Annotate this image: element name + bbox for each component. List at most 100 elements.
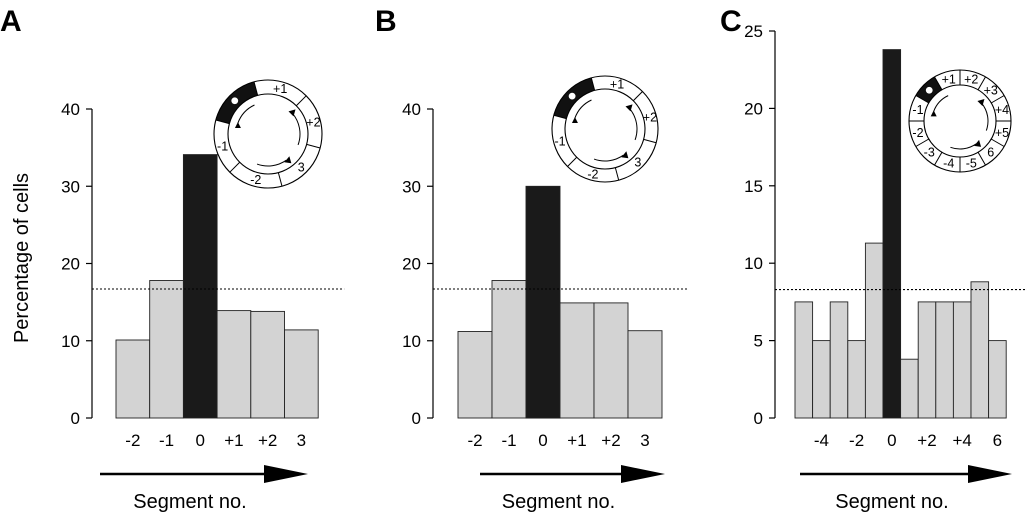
segment-label: -1 <box>912 103 923 117</box>
ring-divider <box>977 76 986 91</box>
bar-+3 <box>935 301 954 419</box>
bar-+1 <box>559 302 595 419</box>
direction-arrow-head <box>264 465 308 483</box>
rotation-arrow-left <box>933 95 949 112</box>
ring-divider <box>632 91 643 102</box>
bar-+5 <box>970 281 990 419</box>
rotation-arrow-right <box>981 102 989 131</box>
y-tick-label: 30 <box>61 177 80 196</box>
cell-dot-icon <box>925 86 933 94</box>
x-tick-label: 0 <box>196 431 205 450</box>
y-tick-label: 5 <box>754 332 763 351</box>
panel-b: B 0 10 20 30 40 -2 -1 0 +1 +2 3 Segment no. +1 +2 3 -2 -1 <box>375 5 688 513</box>
y-tick-label: 30 <box>402 177 421 196</box>
arrowhead-icon <box>288 109 296 117</box>
x-tick-label: 3 <box>640 431 649 450</box>
segment-label: +2 <box>306 115 320 129</box>
bar--2 <box>847 340 866 419</box>
y-tick-label: 0 <box>412 409 421 428</box>
segment-label: 6 <box>987 145 994 159</box>
y-tick-label: 10 <box>61 332 80 351</box>
y-tick-label: 10 <box>744 254 763 273</box>
segment-label: 3 <box>298 161 305 175</box>
y-tick-label: 15 <box>744 177 763 196</box>
ring-inner <box>564 88 646 170</box>
ring-divider <box>277 172 283 187</box>
segment-ring-inset: +1 +2 3 -2 -1 <box>213 79 323 189</box>
bar-+1 <box>900 358 919 419</box>
x-tick-label: -2 <box>467 431 482 450</box>
bar-+2 <box>593 302 629 419</box>
ring-inner <box>227 93 309 175</box>
segment-label: +5 <box>995 126 1009 140</box>
y-tick-label: 0 <box>71 409 80 428</box>
x-axis-title: Segment no. <box>133 491 246 513</box>
arrowhead-icon <box>571 117 578 124</box>
arrowhead-icon <box>977 99 985 107</box>
ring-divider <box>295 95 307 107</box>
bar--5 <box>794 301 814 419</box>
x-tick-label: +1 <box>567 431 586 450</box>
bar-+4 <box>952 301 972 419</box>
x-tick-label: 6 <box>993 431 1002 450</box>
x-tick-label: 0 <box>538 431 547 450</box>
rotation-arrow-left <box>574 99 592 119</box>
segment-label: -4 <box>943 157 954 171</box>
cell-dot-icon <box>568 92 576 100</box>
ring-divider <box>553 114 567 120</box>
bar--3 <box>829 301 849 419</box>
direction-arrow-head <box>968 465 1012 483</box>
y-tick-label: 0 <box>754 409 763 428</box>
ring-divider <box>229 161 241 173</box>
segment-label: -2 <box>912 126 923 140</box>
rotation-arrow-bottom <box>593 154 624 162</box>
ring-divider <box>306 143 321 149</box>
direction-arrow-head <box>621 465 665 483</box>
cell-dot-icon <box>231 97 239 105</box>
ring-divider <box>915 138 930 147</box>
x-tick-label: -4 <box>814 431 829 450</box>
bar-0 <box>882 49 902 419</box>
ring-divider <box>990 138 1005 147</box>
panel-letter: A <box>0 5 22 38</box>
ring-divider <box>934 76 943 91</box>
rotation-arrow-right <box>629 108 638 141</box>
bar-+2 <box>917 301 937 419</box>
x-tick-label: -1 <box>501 431 516 450</box>
segment-label: +1 <box>273 82 287 96</box>
panel-a: A 0 10 20 30 40 -2 -1 0 +1 +2 3 Segment no. +1 +2 3 -2 -1 <box>0 5 345 513</box>
ring-divider <box>915 95 930 104</box>
bar-0 <box>182 154 218 419</box>
segment-label: +2 <box>643 110 657 124</box>
panel-letter: B <box>375 5 397 38</box>
bar-+1 <box>216 310 252 419</box>
segment-label: -2 <box>587 167 598 181</box>
bar--2 <box>457 331 493 419</box>
y-tick-label: 20 <box>402 255 421 274</box>
x-tick-label: 3 <box>297 431 306 450</box>
ring-divider <box>643 138 657 144</box>
x-axis-title: Segment no. <box>502 491 615 513</box>
bar--1 <box>149 280 184 419</box>
segment-label: -5 <box>966 157 977 171</box>
arrowhead-icon <box>284 156 292 164</box>
y-tick-label: 40 <box>402 100 421 119</box>
ring-divider <box>590 77 596 91</box>
x-tick-label: -2 <box>125 431 140 450</box>
bar-+2 <box>250 310 285 419</box>
segment-label: 3 <box>634 155 641 169</box>
bar--1 <box>491 280 527 419</box>
y-axis-title: Percentage of cells <box>11 173 33 343</box>
rotation-arrow-left <box>237 104 255 124</box>
ring-outer <box>213 79 323 189</box>
x-axis-title: Segment no. <box>835 491 948 513</box>
segment-label: -2 <box>250 173 261 187</box>
segment-label: -3 <box>924 145 935 159</box>
ring-divider <box>215 119 230 125</box>
arrowhead-icon <box>621 151 629 159</box>
x-tick-label: -1 <box>159 431 174 450</box>
arrowhead-icon <box>930 110 937 117</box>
rotation-arrow-bottom <box>256 159 287 167</box>
arrowhead-icon <box>974 139 982 147</box>
